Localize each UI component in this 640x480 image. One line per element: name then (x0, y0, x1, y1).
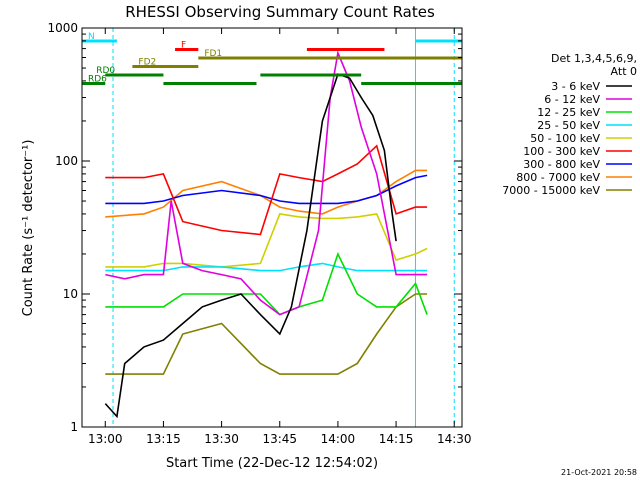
y-tick-label: 1 (70, 420, 78, 434)
x-tick-label: 14:00 (321, 432, 356, 446)
y-tick-label: 10 (63, 287, 78, 301)
y-tick-label: 100 (55, 154, 78, 168)
series-line (105, 50, 428, 316)
x-tick-label: 13:15 (146, 432, 181, 446)
series-line (105, 293, 428, 375)
state-bar-label: RD0 (96, 66, 115, 76)
series-line (105, 169, 428, 218)
x-tick-label: 13:00 (88, 432, 123, 446)
legend-label: 100 - 300 keV (523, 145, 600, 158)
x-tick-label: 14:30 (437, 432, 472, 446)
legend-header: Att 0 (611, 65, 637, 78)
state-bar-label: F (181, 41, 186, 51)
legend-label: 800 - 7000 keV (516, 171, 600, 184)
x-axis-label: Start Time (22-Dec-12 12:54:02) (166, 456, 378, 471)
plot-frame (81, 27, 463, 428)
state-bar-label: N (88, 32, 95, 42)
y-tick-label: 1000 (47, 21, 78, 35)
chart-title: RHESSI Observing Summary Count Rates (125, 3, 435, 21)
state-bar-label: RD6 (88, 75, 107, 85)
legend-label: 12 - 25 keV (537, 106, 600, 119)
legend-header: Det 1,3,4,5,6,9, (551, 52, 637, 65)
x-tick-label: 13:30 (204, 432, 239, 446)
legend-label: 300 - 800 keV (523, 158, 600, 171)
legend-label: 3 - 6 keV (551, 80, 600, 93)
x-tick-label: 13:45 (262, 432, 297, 446)
state-bar-label: FD2 (138, 58, 156, 68)
x-tick-label: 14:15 (379, 432, 414, 446)
y-axis-label: Count Rate (s⁻¹ detector⁻¹) (21, 140, 36, 317)
series-line (104, 73, 397, 419)
legend-label: 50 - 100 keV (530, 132, 600, 145)
footer-date: 21-Oct-2021 20:58 (561, 468, 637, 477)
legend-label: 7000 - 15000 keV (502, 184, 600, 197)
legend-label: 6 - 12 keV (544, 93, 600, 106)
legend-label: 25 - 50 keV (537, 119, 600, 132)
state-bar-label: FD1 (204, 49, 222, 59)
